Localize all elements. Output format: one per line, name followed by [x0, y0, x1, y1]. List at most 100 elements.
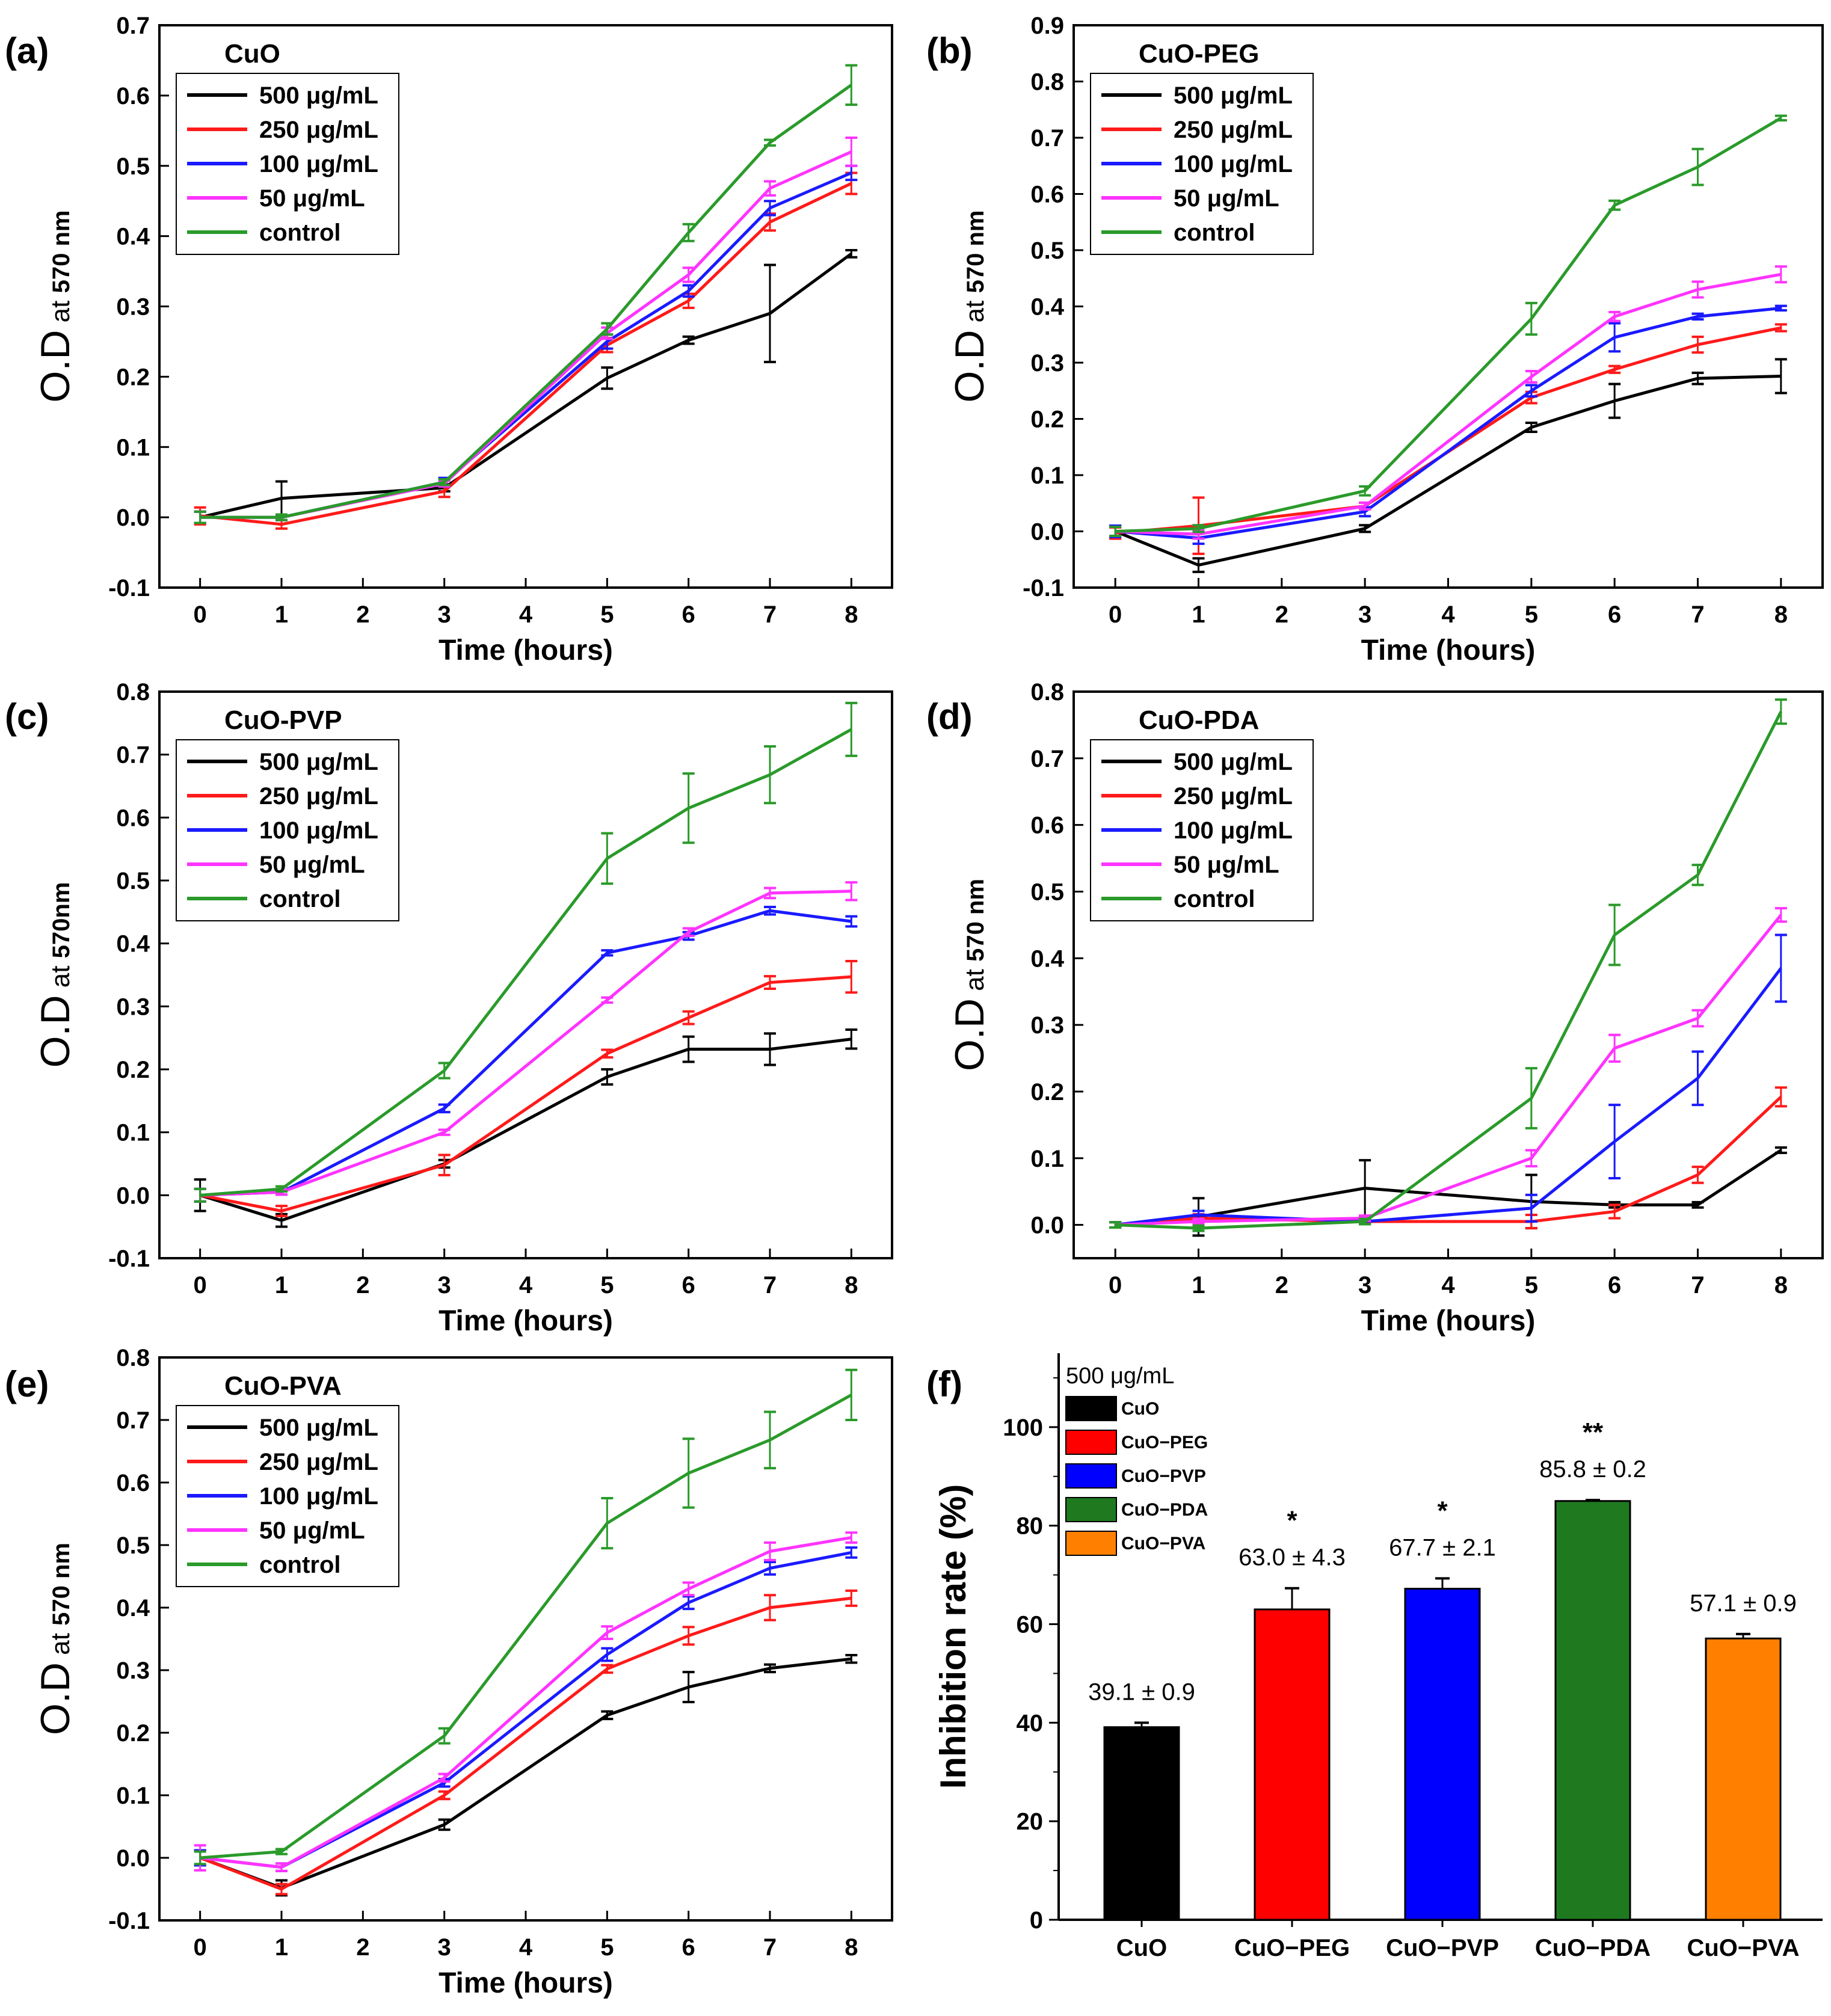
- x-tick-label: 7: [763, 1272, 777, 1298]
- legend-swatch: [1065, 1396, 1117, 1421]
- y-tick-label: -0.1: [1023, 575, 1064, 601]
- legend-label: 250 μg/mL: [1174, 783, 1293, 810]
- y-tick-label: 0.6: [116, 83, 150, 109]
- panel-label: (d): [926, 696, 973, 737]
- y-tick-label: 0.8: [116, 679, 150, 705]
- x-tick-label: 0: [1109, 1272, 1122, 1298]
- y-tick-label: 0.1: [116, 1120, 150, 1146]
- chart-panel-e: (e) 0 1 2 3 4 5 6 7 8 -0.1 0.0 0.1 0.2 0.3 0.4 0.5 0.6 0.7…: [5, 1345, 893, 1999]
- legend-swatch: [1065, 1497, 1117, 1522]
- x-tick-label: 6: [682, 601, 695, 628]
- x-axis-label: Time (hours): [439, 635, 613, 666]
- x-tick-label: 8: [1774, 601, 1788, 628]
- y-label-main: O.D: [32, 1662, 78, 1735]
- x-tick-label: 4: [519, 601, 533, 628]
- y-tick-label: 0.3: [1030, 350, 1064, 376]
- x-tick-label: 3: [438, 1272, 451, 1298]
- x-tick-label: 6: [1608, 1272, 1621, 1298]
- x-tick-label: 7: [763, 601, 777, 628]
- y-tick-label: 0.4: [1030, 945, 1064, 972]
- bar-value-label: 67.7 ± 2.1: [1389, 1534, 1496, 1561]
- legend-label: 500 μg/mL: [259, 82, 378, 109]
- x-tick-label: 3: [1358, 1272, 1371, 1298]
- series-1: [194, 1589, 858, 1896]
- x-axis-label: Time (hours): [439, 1967, 613, 1999]
- y-tick-label: 60: [1017, 1612, 1044, 1638]
- y-label-unit: 570 nm: [48, 1543, 75, 1626]
- y-label-unit: 570 nm: [962, 879, 989, 962]
- significance-mark: **: [1583, 1418, 1604, 1447]
- series-3: [194, 1531, 858, 1872]
- y-tick-label: 0.7: [116, 13, 150, 39]
- legend-label: 50 μg/mL: [259, 1517, 365, 1544]
- bar-value-label: 57.1 ± 0.9: [1690, 1590, 1797, 1617]
- x-tick-label: 6: [682, 1272, 695, 1298]
- x-tick-label: 2: [356, 601, 369, 628]
- legend: 500 μg/mL 250 μg/mL 100 μg/mL 50 μg/mL contr…: [176, 739, 399, 921]
- bar: [1705, 1637, 1782, 1921]
- legend-label: control: [259, 1552, 341, 1578]
- y-tick-label: 0.2: [1030, 407, 1064, 433]
- legend-label: control: [259, 220, 341, 246]
- y-tick-label: 0.5: [116, 868, 150, 894]
- y-axis-label: O.D at 570 nm: [947, 879, 992, 1071]
- y-tick-label: 0.6: [116, 805, 150, 831]
- y-label-unit: 570nm: [48, 882, 75, 959]
- significance-mark: *: [1437, 1496, 1448, 1525]
- y-tick-label: 0.2: [1030, 1079, 1064, 1105]
- y-tick-label: -0.1: [108, 1908, 150, 1934]
- bar: [1404, 1588, 1481, 1921]
- series-2: [194, 1546, 858, 1872]
- legend-label: 100 μg/mL: [259, 151, 378, 177]
- legend-swatch: [1065, 1463, 1117, 1489]
- series-3: [194, 881, 858, 1203]
- legend-label: 500 μg/mL: [1174, 749, 1293, 775]
- y-tick-label: 0.1: [116, 1783, 150, 1809]
- x-tick-label: 1: [275, 601, 288, 628]
- series-line: [200, 252, 852, 519]
- y-label-unit: 570 nm: [962, 211, 989, 293]
- legend: 500 μg/mL 250 μg/mL 100 μg/mL 50 μg/mL contr…: [1090, 739, 1314, 921]
- series-1: [194, 959, 858, 1217]
- y-tick-label: 0.1: [116, 434, 150, 461]
- chart-panel-c: (c) 0 1 2 3 4 5 6 7 8 -0.1 0.0 0.1 0.2 0.3 0.4 0.5 0.6 0.7…: [5, 679, 893, 1337]
- y-label-main: O.D: [947, 330, 992, 403]
- legend-label: 50 μg/mL: [1174, 852, 1279, 878]
- x-tick-label: 7: [763, 1934, 777, 1961]
- y-tick-label: 0.6: [116, 1470, 150, 1496]
- x-tick-label: 5: [600, 601, 614, 628]
- y-tick-label: 0.7: [116, 1407, 150, 1434]
- legend-label: control: [1174, 220, 1255, 246]
- series-4: [194, 1368, 858, 1866]
- x-category-label: CuO−PVA: [1687, 1935, 1799, 1961]
- y-label-at: at: [960, 962, 989, 998]
- x-tick-label: 2: [356, 1934, 369, 1961]
- series-2: [1109, 304, 1787, 545]
- y-tick-label: 0.0: [1030, 1212, 1064, 1239]
- y-label-main: O.D: [32, 330, 78, 403]
- y-tick-label: 0.0: [116, 505, 150, 531]
- x-tick-label: 3: [438, 601, 451, 628]
- y-tick-label: 80: [1017, 1513, 1044, 1540]
- x-tick-label: 3: [1358, 601, 1371, 628]
- y-label-unit: 570 nm: [48, 211, 75, 293]
- series-4: [194, 701, 858, 1203]
- y-label-at: at: [46, 958, 75, 995]
- x-tick-label: 0: [194, 1934, 207, 1961]
- bar-value-label: 63.0 ± 4.3: [1239, 1544, 1346, 1571]
- bar: [1254, 1608, 1331, 1921]
- x-axis-label: Time (hours): [1361, 635, 1536, 666]
- y-tick-label: 0.7: [116, 742, 150, 769]
- y-tick-label: 20: [1017, 1809, 1044, 1835]
- x-tick-label: 1: [275, 1934, 288, 1961]
- series-line: [1115, 914, 1782, 1227]
- y-tick-label: 0.3: [116, 1658, 150, 1684]
- x-tick-label: 2: [1275, 1272, 1288, 1298]
- x-tick-label: 6: [682, 1934, 695, 1961]
- legend-label: 50 μg/mL: [1174, 185, 1279, 212]
- legend-label: 50 μg/mL: [259, 852, 365, 878]
- y-tick-label: 0.2: [116, 364, 150, 390]
- y-tick-label: 0.1: [1030, 1146, 1064, 1172]
- y-label-main: O.D: [32, 995, 78, 1068]
- legend-label: 500 μg/mL: [259, 1415, 378, 1441]
